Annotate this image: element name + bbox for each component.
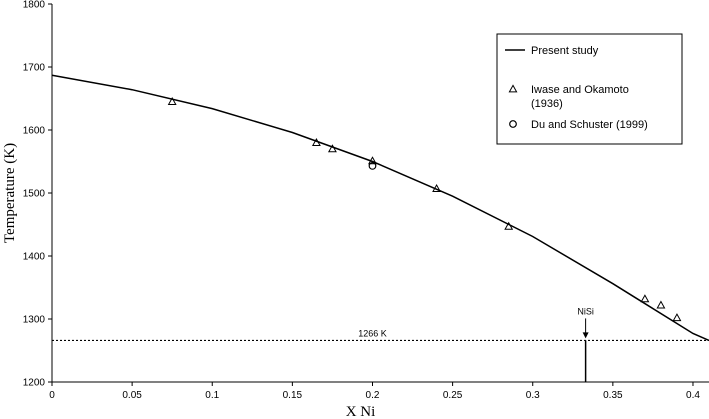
legend-label-iwase-okamoto: Iwase and Okamoto xyxy=(531,84,629,96)
iwase-okamoto-point xyxy=(311,137,321,146)
iwase-okamoto-point xyxy=(672,313,682,322)
x-tick-label: 0.3 xyxy=(526,390,540,401)
iwase-okamoto-point xyxy=(656,300,666,309)
x-tick-label: 0.15 xyxy=(283,390,303,401)
x-tick-label: 0.4 xyxy=(686,390,700,401)
iwase-okamoto-point xyxy=(327,144,337,153)
legend-label-present-study: Present study xyxy=(531,45,599,57)
y-tick-label: 1400 xyxy=(23,252,46,263)
iwase-okamoto-point xyxy=(368,156,377,165)
y-tick-label: 1300 xyxy=(23,315,46,326)
x-axis-title: X Ni xyxy=(346,404,376,419)
x-tick-label: 0.35 xyxy=(603,390,623,401)
x-tick-label: 0.05 xyxy=(122,390,142,401)
iwase-okamoto-point xyxy=(640,294,650,303)
legend-box xyxy=(496,33,683,145)
du-schuster-point xyxy=(368,162,377,170)
y-axis-title: Temperature (K) xyxy=(2,143,18,243)
legend-label-du-schuster: Du and Schuster (1999) xyxy=(531,119,648,131)
y-tick-label: 1500 xyxy=(23,189,46,200)
legend-label-iwase-okamoto: (1936) xyxy=(531,98,563,110)
nisi-arrow-head xyxy=(582,332,589,339)
iwase-okamoto-point xyxy=(167,97,177,106)
reference-line-label: 1266 K xyxy=(358,328,387,338)
x-tick-label: 0.25 xyxy=(443,390,463,401)
y-tick-label: 1800 xyxy=(23,0,46,11)
nisi-label: NiSi xyxy=(577,306,594,316)
present-study-curve xyxy=(51,74,709,342)
x-tick-label: 0.1 xyxy=(205,390,219,401)
x-tick-label: 0.2 xyxy=(366,390,380,401)
y-tick-label: 1600 xyxy=(23,126,46,137)
y-tick-label: 1700 xyxy=(23,63,46,74)
y-tick-label: 1200 xyxy=(23,378,46,389)
legend-triangle-swatch xyxy=(508,84,518,93)
iwase-okamoto-point xyxy=(504,221,514,230)
legend-circle-swatch xyxy=(509,120,517,128)
annotations: 1266 K NiSi xyxy=(52,306,709,382)
series xyxy=(51,74,709,342)
legend: Present study Iwase and Okamoto (1936) Du a… xyxy=(496,33,683,145)
iwase-okamoto-point xyxy=(432,183,442,192)
x-tick-label: 0 xyxy=(49,390,55,401)
